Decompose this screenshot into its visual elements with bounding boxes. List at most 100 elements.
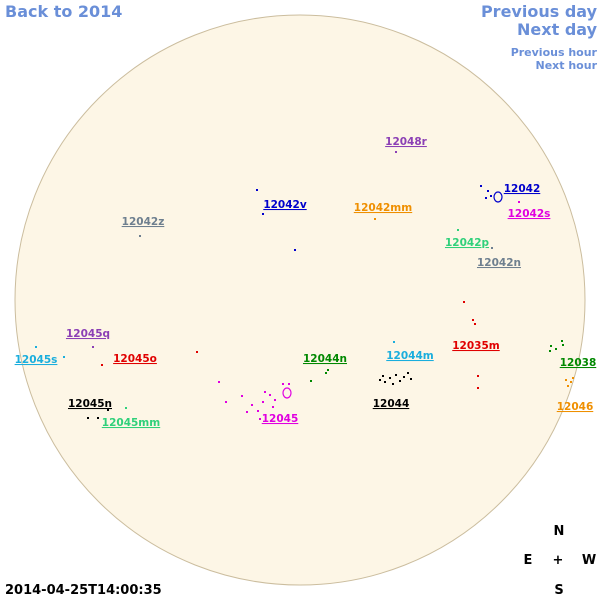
sunspot: [407, 372, 409, 374]
sunspot: [472, 319, 474, 321]
sunspot: [382, 375, 384, 377]
sunspot: [196, 351, 198, 353]
sunspot: [87, 417, 89, 419]
sunspot: [101, 364, 103, 366]
sunspot: [474, 323, 476, 325]
sunspot: [327, 369, 329, 371]
sunspot: [567, 385, 569, 387]
region-label[interactable]: 12042v: [263, 199, 307, 211]
sunspot: [325, 372, 327, 374]
region-label[interactable]: 12045n: [68, 398, 112, 410]
sunspot: [477, 387, 479, 389]
sunspot: [251, 404, 253, 406]
region-label[interactable]: 12042s: [508, 208, 551, 220]
back-year-link[interactable]: Back to 2014: [5, 2, 122, 21]
sunspot: [294, 249, 296, 251]
sunspot-outline: [493, 191, 503, 203]
sunspot: [259, 418, 261, 420]
sunspot: [562, 344, 564, 346]
region-label[interactable]: 12045s: [15, 354, 58, 366]
sunspot-outline: [282, 387, 292, 399]
sunspot: [374, 218, 376, 220]
sunspot: [487, 190, 489, 192]
sunspot: [491, 247, 493, 249]
region-label[interactable]: 12035m: [452, 340, 500, 352]
region-label[interactable]: 12038: [560, 357, 597, 369]
sunspot: [97, 417, 99, 419]
previous-day-link[interactable]: Previous day: [481, 2, 598, 21]
sunspot: [463, 301, 465, 303]
sunspot: [274, 399, 276, 401]
timestamp: 2014-04-25T14:00:35: [5, 583, 162, 598]
sunspot: [518, 201, 520, 203]
sunspot: [485, 197, 487, 199]
sunspot: [125, 407, 127, 409]
sunspot: [257, 410, 259, 412]
sunspot: [310, 380, 312, 382]
solar-disk: [14, 14, 586, 586]
sunspot: [288, 383, 290, 385]
region-label[interactable]: 12045o: [113, 353, 157, 365]
sunspot: [549, 350, 551, 352]
sunspot: [395, 151, 397, 153]
compass-south: S: [554, 583, 563, 598]
region-label[interactable]: 12044m: [386, 350, 434, 362]
sunspot: [379, 379, 381, 381]
sunspot: [63, 356, 65, 358]
sunspot: [384, 381, 386, 383]
sunspot: [399, 380, 401, 382]
sunspot: [477, 375, 479, 377]
region-label[interactable]: 12048r: [385, 136, 428, 148]
sunspot: [264, 391, 266, 393]
sunspot: [256, 189, 258, 191]
sunspot: [92, 346, 94, 348]
sunspot: [225, 401, 227, 403]
compass-north: N: [554, 524, 565, 539]
compass-west: W: [582, 553, 596, 568]
sunspot: [395, 374, 397, 376]
compass-east: E: [524, 553, 533, 568]
sunspot: [490, 195, 492, 197]
sunspot: [107, 409, 109, 411]
region-label[interactable]: 12042z: [122, 216, 165, 228]
sunspot: [561, 340, 563, 342]
sunspot: [139, 235, 141, 237]
sunspot: [457, 229, 459, 231]
region-label[interactable]: 12045mm: [102, 417, 160, 429]
next-hour-link[interactable]: Next hour: [536, 59, 598, 72]
sunspot: [570, 381, 572, 383]
sunspot: [272, 406, 274, 408]
region-label[interactable]: 12042p: [445, 237, 490, 249]
sunspot: [572, 377, 574, 379]
next-day-link[interactable]: Next day: [517, 20, 598, 39]
region-label[interactable]: 12042n: [477, 257, 521, 269]
sunspot: [246, 411, 248, 413]
compass-center: +: [553, 553, 564, 568]
sunspot: [480, 185, 482, 187]
region-label[interactable]: 12044: [373, 398, 410, 410]
sunspot: [241, 395, 243, 397]
sunspot: [403, 376, 405, 378]
sunspot: [550, 345, 552, 347]
sunspot: [393, 341, 395, 343]
previous-hour-link[interactable]: Previous hour: [511, 46, 598, 59]
region-label[interactable]: 12042: [504, 183, 541, 195]
sunspot: [555, 348, 557, 350]
region-label[interactable]: 12046: [557, 401, 594, 413]
region-label[interactable]: 12045q: [66, 328, 110, 340]
sunspot: [269, 394, 271, 396]
sunspot: [262, 213, 264, 215]
sunspot: [35, 346, 37, 348]
sunspot: [410, 378, 412, 380]
sunspot: [565, 379, 567, 381]
sunspot: [389, 377, 391, 379]
region-label[interactable]: 12045: [262, 413, 299, 425]
region-label[interactable]: 12042mm: [354, 202, 412, 214]
sunspot: [282, 383, 284, 385]
sunspot: [392, 383, 394, 385]
region-label[interactable]: 12044n: [303, 353, 347, 365]
sunspot: [218, 381, 220, 383]
sunspot: [262, 401, 264, 403]
